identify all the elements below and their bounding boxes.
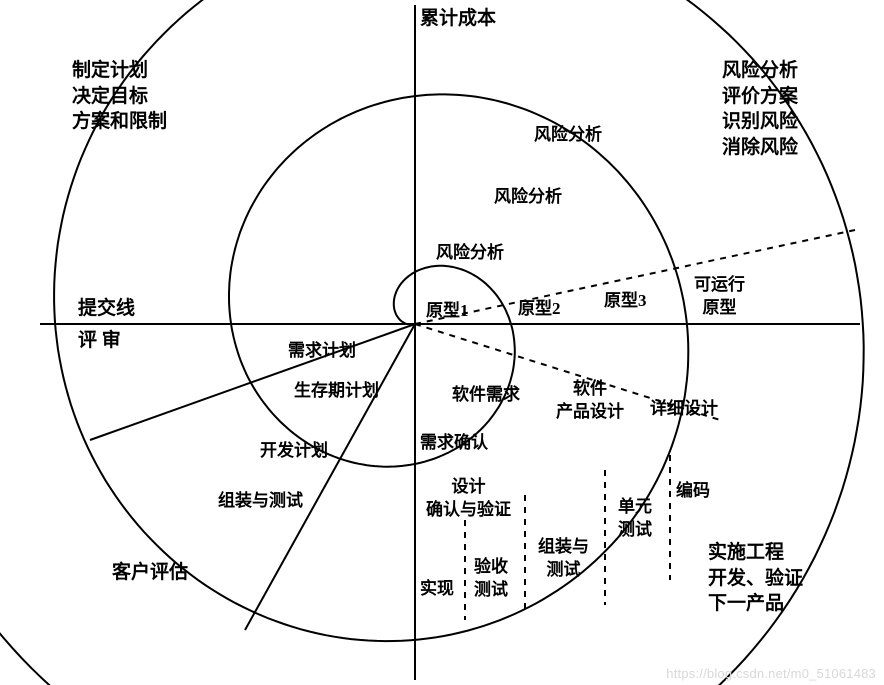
quadrant-tl: 制定计划 决定目标 方案和限制 — [72, 58, 167, 135]
risk-analysis-3: 风险分析 — [436, 242, 504, 265]
axis-left-label-2: 评 审 — [78, 328, 121, 354]
coding: 编码 — [676, 480, 710, 503]
unit-test: 单元测试 — [618, 496, 652, 542]
sw-prod-design: 软件产品设计 — [556, 378, 624, 424]
risk-analysis-1: 风险分析 — [534, 124, 602, 147]
risk-analysis-2: 风险分析 — [494, 186, 562, 209]
axis-left-label-1: 提交线 — [78, 296, 135, 322]
quadrant-br: 实施工程 开发、验证 下一产品 — [708, 540, 803, 617]
prototype-runnable: 可运行原型 — [694, 274, 745, 320]
sw-req: 软件需求 — [452, 384, 520, 407]
axis-top-label: 累计成本 — [420, 6, 496, 32]
req-plan: 需求计划 — [288, 340, 356, 363]
quadrant-tr: 风险分析 评价方案 识别风险 消除风险 — [722, 58, 798, 161]
prototype-2: 原型2 — [518, 298, 561, 321]
prototype-3: 原型3 — [604, 290, 647, 313]
dev-plan: 开发计划 — [260, 440, 328, 463]
req-confirm: 需求确认 — [420, 432, 488, 455]
impl: 实现 — [420, 578, 454, 601]
accept-test: 验收测试 — [474, 556, 508, 602]
detail-design: 详细设计 — [650, 398, 718, 421]
quadrant-bl: 客户评估 — [112, 560, 188, 586]
watermark: https://blog.csdn.net/m0_51061483 — [666, 666, 876, 681]
design-vv: 设计确认与验证 — [426, 476, 511, 522]
asm-test-r: 组装与测试 — [538, 536, 589, 582]
life-plan: 生存期计划 — [294, 380, 379, 403]
asm-test-l: 组装与测试 — [218, 490, 303, 513]
prototype-1: 原型1 — [426, 300, 469, 323]
